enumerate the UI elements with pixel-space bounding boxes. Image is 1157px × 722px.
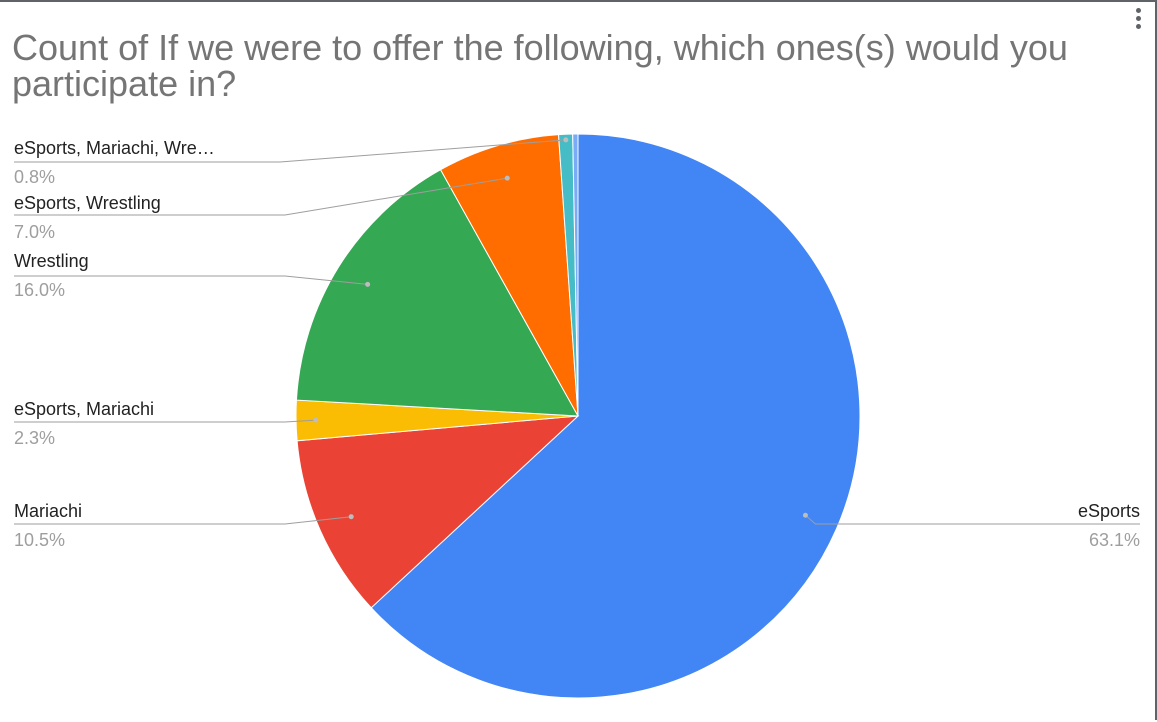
pie-slice	[295, 169, 579, 417]
leader-line	[14, 177, 508, 216]
slice-percent: 7.0%	[14, 222, 55, 242]
leader-dot	[802, 512, 808, 518]
leader-dot	[348, 514, 354, 520]
leader-dot	[313, 417, 319, 423]
leader-dot	[563, 137, 569, 143]
pie-slice	[370, 133, 861, 699]
pie-slice	[572, 133, 579, 417]
slice-percent: 10.5%	[14, 530, 65, 550]
slice-label: Mariachi	[14, 501, 82, 521]
slice-percent: 0.8%	[14, 167, 55, 187]
leader-line	[14, 275, 368, 285]
slice-label: Wrestling	[14, 251, 89, 271]
leader-dot	[365, 281, 371, 287]
pie-slice	[296, 415, 580, 609]
leader-line	[14, 419, 316, 423]
leader-dot	[504, 175, 510, 181]
slice-label: eSports, Mariachi	[14, 399, 154, 419]
more-vert-icon[interactable]	[1131, 8, 1145, 38]
leader-line	[805, 514, 1140, 525]
slice-percent: 16.0%	[14, 280, 65, 300]
leader-line	[14, 516, 352, 525]
pie-slice	[439, 134, 579, 417]
slice-percent: 2.3%	[14, 428, 55, 448]
chart-title: Count of If we were to offer the followi…	[12, 27, 1068, 104]
slice-label: eSports, Wrestling	[14, 193, 161, 213]
leader-line	[14, 139, 566, 163]
slice-label: eSports	[1078, 501, 1140, 521]
slice-label: eSports, Mariachi, Wre…	[14, 138, 215, 158]
slice-percent: 63.1%	[1089, 530, 1140, 550]
